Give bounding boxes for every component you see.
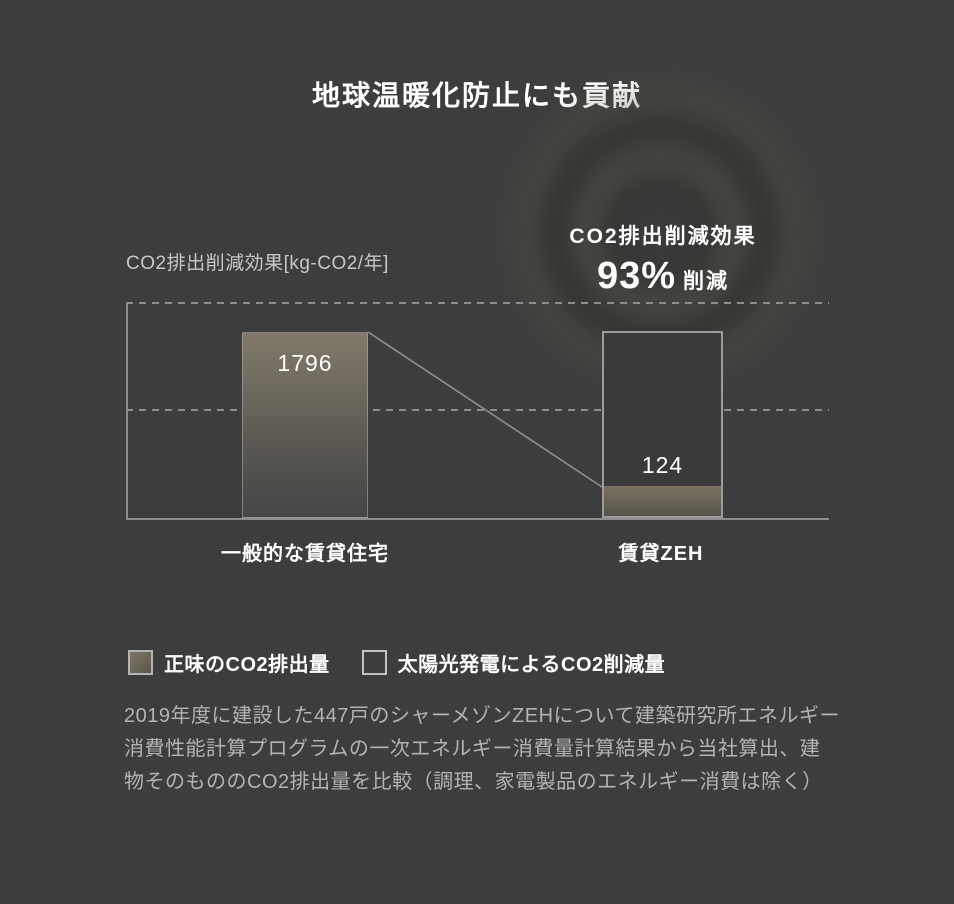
- page-title: 地球温暖化防止にも貢献: [311, 80, 642, 111]
- gridline-middle: [126, 409, 829, 411]
- legend: 正味のCO2排出量 太陽光発電によるCO2削減量: [128, 648, 665, 677]
- x-label-general-housing: 一般的な賃貸住宅: [221, 543, 389, 565]
- callout-label: CO2排出削減効果: [569, 225, 757, 248]
- legend-swatch-net-co2: [128, 650, 153, 675]
- legend-swatch-solar-reduction: [361, 650, 387, 675]
- footnote: 2019年度に建設した447戸のシャーメゾンZEHについて建築研究所エネルギー消…: [124, 705, 840, 793]
- reduction-callout: CO2排出削減効果 93% 削減: [493, 220, 833, 298]
- bar-chart: 1796 124: [126, 302, 829, 520]
- callout-value-row: 93% 削減: [493, 255, 833, 298]
- bar-zeh-outline: 124: [602, 331, 723, 518]
- callout-value: 93%: [596, 255, 677, 297]
- callout-suffix: 削減: [683, 270, 730, 293]
- legend-item-net-co2: 正味のCO2排出量: [128, 648, 330, 677]
- bar-value-general: 1796: [277, 350, 333, 376]
- y-axis-label: CO2排出削減効果[kg-CO2/年]: [126, 253, 389, 274]
- x-label-zeh: 賃貸ZEH: [618, 543, 704, 565]
- bar-value-zeh: 124: [641, 452, 684, 478]
- legend-item-solar-reduction: 太陽光発電によるCO2削減量: [361, 648, 666, 677]
- bar-zeh-net-fill: [604, 486, 721, 516]
- bar-general-housing: 1796: [242, 332, 368, 518]
- gridline-top: [126, 302, 829, 304]
- legend-label-net-co2: 正味のCO2排出量: [164, 654, 330, 676]
- legend-label-solar-reduction: 太陽光発電によるCO2削減量: [397, 654, 666, 676]
